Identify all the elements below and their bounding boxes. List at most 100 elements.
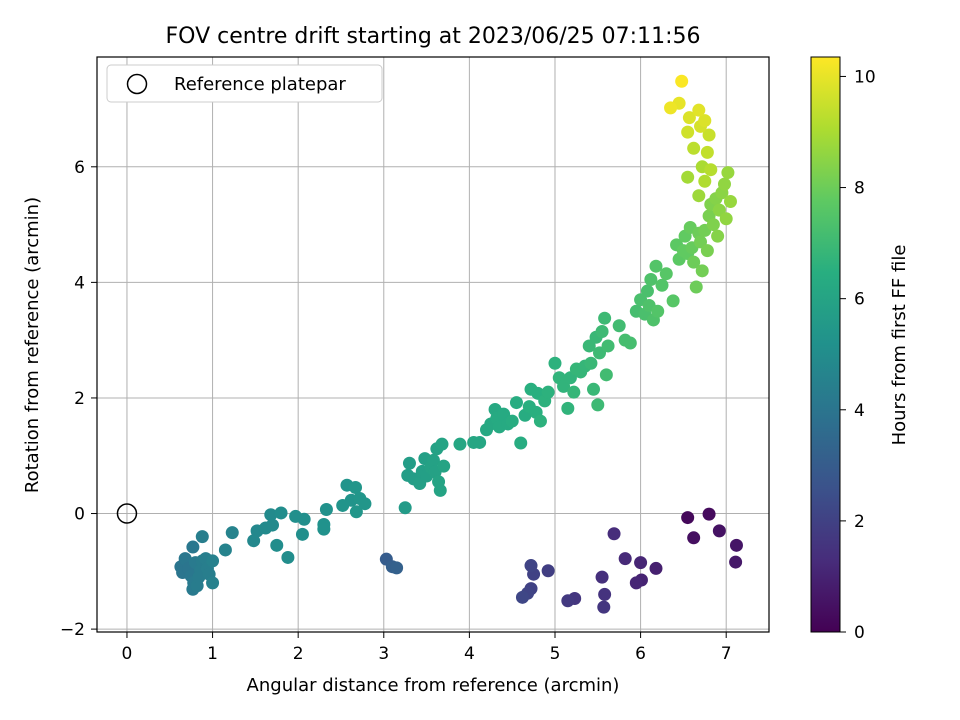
data-point bbox=[681, 511, 695, 525]
data-point bbox=[721, 166, 735, 180]
data-point bbox=[584, 356, 598, 370]
data-point bbox=[595, 324, 609, 338]
data-point bbox=[692, 189, 706, 203]
data-point bbox=[601, 339, 615, 353]
data-point bbox=[687, 531, 701, 545]
data-point bbox=[218, 543, 232, 557]
data-point bbox=[649, 561, 663, 575]
data-point bbox=[595, 570, 609, 584]
data-point bbox=[426, 453, 440, 467]
data-point bbox=[505, 414, 519, 428]
y-axis-ticks: −2 0 2 4 6 bbox=[60, 158, 97, 640]
x-tick-label: 6 bbox=[635, 644, 646, 664]
colorbar-tick-label: 0 bbox=[854, 623, 865, 643]
y-axis-label: Rotation from reference (arcmin) bbox=[22, 197, 43, 493]
data-point bbox=[711, 229, 725, 243]
data-point bbox=[541, 564, 555, 578]
data-point bbox=[402, 456, 416, 470]
x-axis-label: Angular distance from reference (arcmin) bbox=[247, 675, 620, 696]
data-point bbox=[689, 280, 703, 294]
data-point bbox=[719, 212, 733, 226]
data-point bbox=[651, 304, 665, 318]
data-point bbox=[629, 576, 643, 590]
data-point bbox=[597, 600, 611, 614]
data-point bbox=[659, 267, 673, 281]
data-point bbox=[435, 437, 449, 451]
data-point bbox=[682, 111, 696, 125]
colorbar-tick-label: 4 bbox=[854, 401, 865, 421]
data-point bbox=[717, 177, 731, 191]
legend: Reference platepar bbox=[106, 64, 383, 103]
y-tick-label: 6 bbox=[74, 158, 85, 178]
data-point bbox=[349, 505, 363, 519]
data-point bbox=[274, 506, 288, 520]
data-point bbox=[698, 114, 712, 128]
data-point bbox=[433, 483, 447, 497]
plot-frame bbox=[96, 56, 770, 633]
data-point bbox=[270, 538, 284, 552]
data-point bbox=[247, 534, 261, 548]
data-point bbox=[723, 194, 737, 208]
data-point bbox=[186, 540, 200, 554]
data-point bbox=[695, 264, 709, 278]
data-point bbox=[598, 311, 612, 325]
data-point bbox=[567, 385, 581, 399]
data-point bbox=[349, 481, 363, 495]
data-point bbox=[649, 259, 663, 273]
colorbar-tick-label: 8 bbox=[854, 179, 865, 199]
data-point bbox=[281, 550, 295, 564]
data-point bbox=[225, 526, 239, 540]
data-point bbox=[681, 170, 695, 184]
data-point bbox=[687, 141, 701, 155]
x-axis-ticks: 0 1 2 3 4 5 6 7 bbox=[122, 632, 732, 664]
x-tick-label: 4 bbox=[464, 644, 475, 664]
data-point bbox=[548, 356, 562, 370]
colorbar-ticks: 0 2 4 6 8 10 bbox=[840, 67, 876, 643]
data-point bbox=[587, 382, 601, 396]
y-tick-label: 0 bbox=[74, 505, 85, 525]
data-point bbox=[514, 436, 528, 450]
legend-box bbox=[106, 64, 383, 103]
data-point bbox=[687, 255, 701, 269]
data-point bbox=[178, 552, 192, 566]
data-point bbox=[634, 556, 648, 570]
data-point bbox=[702, 128, 716, 142]
data-point bbox=[206, 576, 220, 590]
data-point bbox=[618, 552, 632, 566]
y-tick-label: 4 bbox=[74, 273, 85, 293]
data-point bbox=[390, 561, 404, 575]
colorbar-tick-label: 6 bbox=[854, 290, 865, 310]
data-point bbox=[437, 459, 451, 473]
colorbar-gradient bbox=[810, 56, 841, 633]
data-point bbox=[557, 379, 571, 393]
x-tick-label: 2 bbox=[293, 644, 304, 664]
data-point bbox=[195, 530, 209, 544]
data-point bbox=[729, 555, 743, 569]
data-point bbox=[702, 507, 716, 521]
colorbar-tick-label: 10 bbox=[854, 67, 876, 87]
colorbar-tick-label: 2 bbox=[854, 512, 865, 532]
x-tick-label: 7 bbox=[721, 644, 732, 664]
legend-marker-icon bbox=[126, 73, 148, 95]
colorbar: 0 2 4 6 8 10 Hours from first FF file bbox=[810, 56, 910, 643]
data-point bbox=[582, 339, 596, 353]
data-point bbox=[453, 437, 467, 451]
data-point bbox=[623, 336, 637, 350]
data-point bbox=[729, 538, 743, 552]
x-tick-label: 0 bbox=[122, 644, 133, 664]
data-point bbox=[591, 398, 605, 412]
colorbar-label: Hours from first FF file bbox=[889, 245, 910, 446]
data-point bbox=[509, 396, 523, 410]
data-point bbox=[712, 524, 726, 538]
data-point bbox=[700, 145, 714, 159]
data-point bbox=[295, 527, 309, 541]
x-tick-label: 5 bbox=[550, 644, 561, 664]
y-tick-label: 2 bbox=[74, 389, 85, 409]
data-point bbox=[612, 319, 626, 333]
data-point bbox=[712, 203, 726, 217]
data-point bbox=[561, 401, 575, 415]
data-point bbox=[319, 502, 333, 516]
data-point bbox=[694, 235, 708, 249]
data-point bbox=[644, 272, 658, 286]
